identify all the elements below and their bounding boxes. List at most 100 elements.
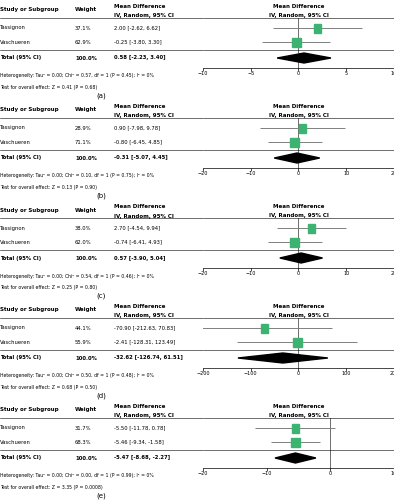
Text: -5.50 [-11.78, 0.78]: -5.50 [-11.78, 0.78] [113, 426, 165, 430]
Text: 100.0%: 100.0% [75, 356, 97, 360]
Text: Vaschueren: Vaschueren [0, 40, 31, 44]
Text: Vaschueren: Vaschueren [0, 240, 31, 244]
Text: Mean Difference: Mean Difference [113, 204, 165, 208]
Text: Mean Difference: Mean Difference [113, 304, 165, 308]
Text: Vaschueren: Vaschueren [0, 440, 31, 444]
Text: IV, Random, 95% CI: IV, Random, 95% CI [113, 414, 173, 418]
Text: Tassignon: Tassignon [0, 426, 26, 430]
Text: Mean Difference: Mean Difference [113, 104, 165, 108]
Text: IV, Random, 95% CI: IV, Random, 95% CI [113, 114, 173, 118]
Polygon shape [280, 253, 323, 263]
Text: 2.70 [-4.54, 9.94]: 2.70 [-4.54, 9.94] [113, 226, 160, 230]
Text: -5.47 [-8.68, -2.27]: -5.47 [-8.68, -2.27] [113, 456, 170, 460]
Text: Total (95% CI): Total (95% CI) [0, 256, 41, 260]
Text: IV, Random, 95% CI: IV, Random, 95% CI [269, 413, 328, 418]
Text: (b): (b) [97, 192, 106, 199]
Text: IV, Random, 95% CI: IV, Random, 95% CI [113, 214, 173, 218]
Text: Vaschueren: Vaschueren [0, 340, 31, 344]
Text: Total (95% CI): Total (95% CI) [0, 156, 41, 160]
Text: Mean Difference: Mean Difference [273, 304, 324, 309]
Text: Mean Difference: Mean Difference [273, 4, 324, 9]
Text: Study or Subgroup: Study or Subgroup [0, 108, 59, 112]
Text: IV, Random, 95% CI: IV, Random, 95% CI [269, 113, 328, 118]
Text: 28.9%: 28.9% [75, 126, 92, 130]
Text: -0.80 [-6.45, 4.85]: -0.80 [-6.45, 4.85] [113, 140, 162, 144]
Text: 31.7%: 31.7% [75, 426, 91, 430]
Text: (c): (c) [97, 292, 106, 299]
Text: Favours [control]: Favours [control] [203, 106, 240, 110]
Text: Mean Difference: Mean Difference [113, 404, 165, 408]
Text: Weight: Weight [75, 208, 97, 212]
Text: -5.46 [-9.34, -1.58]: -5.46 [-9.34, -1.58] [113, 440, 164, 444]
Text: Weight: Weight [75, 108, 97, 112]
Text: Favours [mental fatigue]: Favours [mental fatigue] [340, 406, 394, 410]
Text: Mean Difference: Mean Difference [273, 204, 324, 209]
Text: 44.1%: 44.1% [75, 326, 92, 330]
Text: 100.0%: 100.0% [75, 56, 97, 60]
Text: Weight: Weight [75, 8, 97, 12]
Text: (a): (a) [97, 92, 106, 99]
Text: Heterogeneity: Tau² = 0.00; Chi² = 0.00, df = 1 (P = 0.99); I² = 0%: Heterogeneity: Tau² = 0.00; Chi² = 0.00,… [0, 474, 154, 478]
Text: Heterogeneity: Tau² = 0.00; Chi² = 0.54, df = 1 (P = 0.46); I² = 0%: Heterogeneity: Tau² = 0.00; Chi² = 0.54,… [0, 274, 154, 278]
Bar [292, 424, 299, 432]
Text: Test for overall effect: Z = 3.35 (P = 0.0008): Test for overall effect: Z = 3.35 (P = 0… [0, 484, 103, 490]
Text: 68.3%: 68.3% [75, 440, 91, 444]
Text: Heterogeneity: Tau² = 0.00; Chi² = 0.10, df = 1 (P = 0.75); I² = 0%: Heterogeneity: Tau² = 0.00; Chi² = 0.10,… [0, 174, 154, 178]
Text: Heterogeneity: Tau² = 0.00; Chi² = 0.57, df = 1 (P = 0.45); I² = 0%: Heterogeneity: Tau² = 0.00; Chi² = 0.57,… [0, 74, 154, 78]
Text: -0.31 [-5.07, 4.45]: -0.31 [-5.07, 4.45] [113, 156, 167, 160]
Text: Favours [control]: Favours [control] [203, 306, 240, 310]
Text: Weight: Weight [75, 408, 97, 412]
Text: Vaschueren: Vaschueren [0, 140, 31, 144]
Text: 0.90 [-7.98, 9.78]: 0.90 [-7.98, 9.78] [113, 126, 160, 130]
Text: 2.00 [-2.62, 6.62]: 2.00 [-2.62, 6.62] [113, 26, 160, 30]
Polygon shape [277, 53, 331, 63]
Text: 100.0%: 100.0% [75, 156, 97, 160]
Text: Favours [mental fatigue]: Favours [mental fatigue] [340, 106, 394, 110]
Text: IV, Random, 95% CI: IV, Random, 95% CI [113, 14, 173, 18]
Text: 62.0%: 62.0% [75, 240, 92, 244]
Text: 62.9%: 62.9% [75, 40, 92, 44]
Text: Mean Difference: Mean Difference [113, 4, 165, 8]
Text: (e): (e) [97, 492, 106, 499]
Bar [293, 338, 301, 346]
Text: 100.0%: 100.0% [75, 256, 97, 260]
Text: -70.90 [-212.63, 70.83]: -70.90 [-212.63, 70.83] [113, 326, 175, 330]
Text: -2.41 [-128.31, 123.49]: -2.41 [-128.31, 123.49] [113, 340, 175, 344]
Text: Weight: Weight [75, 308, 97, 312]
Text: -32.62 [-126.74, 61.51]: -32.62 [-126.74, 61.51] [113, 356, 182, 360]
Text: Heterogeneity: Tau² = 0.00; Chi² = 0.50, df = 1 (P = 0.48); I² = 0%: Heterogeneity: Tau² = 0.00; Chi² = 0.50,… [0, 374, 154, 378]
Bar [292, 38, 301, 46]
Text: Study or Subgroup: Study or Subgroup [0, 308, 59, 312]
Text: Tassignon: Tassignon [0, 26, 26, 30]
Text: (d): (d) [97, 392, 106, 399]
Text: 0.57 [-3.90, 5.04]: 0.57 [-3.90, 5.04] [113, 256, 165, 260]
Text: Tassignon: Tassignon [0, 126, 26, 130]
Text: Total (95% CI): Total (95% CI) [0, 56, 41, 60]
Bar [314, 24, 321, 32]
Polygon shape [275, 453, 316, 463]
Text: Mean Difference: Mean Difference [273, 404, 324, 409]
Text: 100.0%: 100.0% [75, 456, 97, 460]
Text: 71.1%: 71.1% [75, 140, 92, 144]
Text: Study or Subgroup: Study or Subgroup [0, 408, 59, 412]
Polygon shape [274, 153, 320, 163]
Text: Favours [control]: Favours [control] [203, 206, 240, 210]
Bar [261, 324, 268, 332]
Text: 0.58 [-2.23, 3.40]: 0.58 [-2.23, 3.40] [113, 56, 165, 60]
Text: -0.74 [-6.41, 4.93]: -0.74 [-6.41, 4.93] [113, 240, 162, 244]
Text: Test for overall effect: Z = 0.41 (P = 0.68): Test for overall effect: Z = 0.41 (P = 0… [0, 84, 97, 89]
Text: Tassignon: Tassignon [0, 226, 26, 230]
Text: IV, Random, 95% CI: IV, Random, 95% CI [269, 13, 328, 18]
Text: Total (95% CI): Total (95% CI) [0, 356, 41, 360]
Text: Test for overall effect: Z = 0.13 (P = 0.90): Test for overall effect: Z = 0.13 (P = 0… [0, 184, 97, 190]
Bar [299, 124, 306, 132]
Text: 37.1%: 37.1% [75, 26, 91, 30]
Bar [290, 238, 299, 246]
Text: -0.25 [-3.80, 3.30]: -0.25 [-3.80, 3.30] [113, 40, 162, 44]
Bar [308, 224, 315, 232]
Text: Tassignon: Tassignon [0, 326, 26, 330]
Polygon shape [238, 353, 328, 363]
Text: 55.9%: 55.9% [75, 340, 92, 344]
Bar [291, 438, 300, 446]
Text: Favours [mental fatigue]: Favours [mental fatigue] [340, 306, 394, 310]
